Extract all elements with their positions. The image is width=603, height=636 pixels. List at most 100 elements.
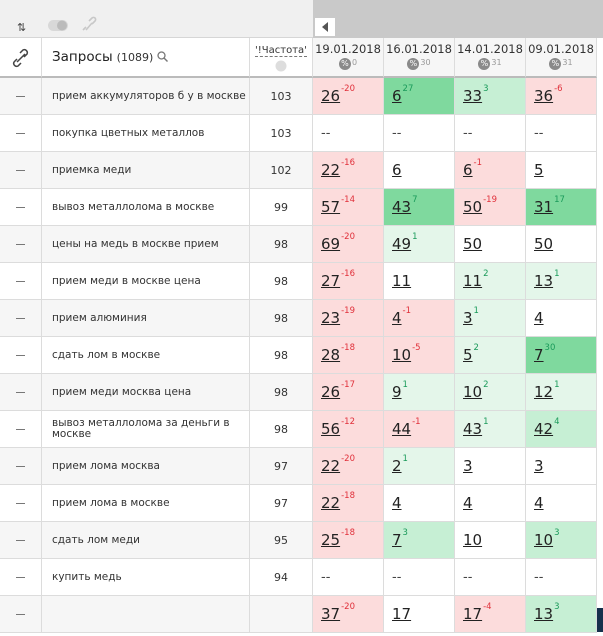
position-cell: -- <box>455 559 526 596</box>
position-cell: 6 27 <box>384 78 455 115</box>
row-dash-cell <box>0 300 42 337</box>
frequency: 98 <box>250 300 313 337</box>
date-header[interactable]: 19.01.2018% 0 <box>313 38 384 78</box>
position[interactable]: 7 <box>392 531 402 549</box>
position[interactable]: 36 <box>534 87 554 105</box>
position[interactable]: 44 <box>392 420 412 438</box>
position-cell: 10 2 <box>455 374 526 411</box>
position[interactable]: 50 <box>463 235 483 253</box>
position[interactable]: 6 <box>392 161 402 179</box>
position[interactable]: 43 <box>392 198 412 216</box>
link-column-header <box>0 38 42 78</box>
row-dash-cell <box>0 596 42 633</box>
scroll-left-button[interactable] <box>315 18 335 36</box>
position[interactable]: 10 <box>463 383 483 401</box>
position[interactable]: 69 <box>321 235 341 253</box>
position[interactable]: 10 <box>534 531 554 549</box>
position[interactable]: 25 <box>321 531 341 549</box>
toolbar-right <box>313 0 603 38</box>
row-dash-cell <box>0 337 42 374</box>
position-cell: 42 4 <box>526 411 597 448</box>
row-dash <box>16 169 25 171</box>
no-position: -- <box>463 125 473 141</box>
position-cell: 13 3 <box>526 596 597 633</box>
position[interactable]: 3 <box>463 457 473 475</box>
position[interactable]: 17 <box>392 605 412 623</box>
position[interactable]: 31 <box>534 198 554 216</box>
query-header[interactable]: Запросы (1089) <box>42 38 250 78</box>
date-header[interactable]: 16.01.2018% 30 <box>384 38 455 78</box>
date: 09.01.2018 <box>528 42 594 56</box>
position[interactable]: 27 <box>321 272 341 290</box>
position[interactable]: 23 <box>321 309 341 327</box>
position[interactable]: 17 <box>463 605 483 623</box>
position-change: 3 <box>554 528 560 538</box>
position[interactable]: 3 <box>534 457 544 475</box>
position[interactable]: 11 <box>463 272 483 290</box>
position[interactable]: 4 <box>534 494 544 512</box>
query: прием аккумуляторов б у в москве <box>42 78 250 115</box>
position[interactable]: 5 <box>463 346 473 364</box>
position[interactable]: 13 <box>534 272 554 290</box>
position[interactable]: 2 <box>392 457 402 475</box>
position[interactable]: 50 <box>534 235 554 253</box>
link-icon[interactable] <box>82 16 97 31</box>
position[interactable]: 4 <box>392 309 402 327</box>
position[interactable]: 28 <box>321 346 341 364</box>
position[interactable]: 6 <box>463 161 473 179</box>
position-cell: 27 -16 <box>313 263 384 300</box>
date-header[interactable]: 14.01.2018% 31 <box>455 38 526 78</box>
position-change: -14 <box>341 195 355 205</box>
position[interactable]: 4 <box>463 494 473 512</box>
query: прием лома в москве <box>42 485 250 522</box>
position[interactable]: 26 <box>321 383 341 401</box>
date-header[interactable]: 09.01.2018% 31 <box>526 38 597 78</box>
position[interactable]: 4 <box>534 309 544 327</box>
position[interactable]: 7 <box>534 346 544 364</box>
query: цены на медь в москве прием <box>42 226 250 263</box>
sort-icon[interactable]: ⇅ <box>17 21 26 34</box>
position[interactable]: 12 <box>534 383 554 401</box>
position-change: 1 <box>402 380 408 390</box>
row-dash-cell <box>0 485 42 522</box>
position[interactable]: 49 <box>392 235 412 253</box>
position[interactable]: 50 <box>463 198 483 216</box>
date-count: 31 <box>562 58 573 67</box>
position[interactable]: 4 <box>392 494 402 512</box>
position[interactable]: 26 <box>321 87 341 105</box>
frequency: 95 <box>250 522 313 559</box>
position[interactable]: 10 <box>463 531 483 549</box>
position[interactable]: 42 <box>534 420 554 438</box>
position[interactable]: 57 <box>321 198 341 216</box>
position-cell: 11 <box>384 263 455 300</box>
position-change: -20 <box>341 454 355 464</box>
position[interactable]: 13 <box>534 605 554 623</box>
position[interactable]: 11 <box>392 272 412 290</box>
no-position: -- <box>392 569 402 585</box>
row-dash <box>16 206 25 208</box>
position[interactable]: 33 <box>463 87 483 105</box>
position-cell: 4 -1 <box>384 300 455 337</box>
date-stats: % 0 <box>313 58 383 70</box>
position[interactable]: 56 <box>321 420 341 438</box>
row-dash <box>16 280 25 282</box>
position[interactable]: 22 <box>321 161 341 179</box>
position[interactable]: 37 <box>321 605 341 623</box>
position[interactable]: 22 <box>321 457 341 475</box>
position-cell: -- <box>384 115 455 152</box>
query: сдать лом в москве <box>42 337 250 374</box>
frequency-header[interactable]: '!Частота' <box>250 38 313 78</box>
position[interactable]: 3 <box>463 309 473 327</box>
position-cell: 22 -20 <box>313 448 384 485</box>
position[interactable]: 5 <box>534 161 544 179</box>
position-cell: 10 <box>455 522 526 559</box>
position-cell: -- <box>384 559 455 596</box>
position[interactable]: 22 <box>321 494 341 512</box>
query: купить медь <box>42 559 250 596</box>
position[interactable]: 10 <box>392 346 412 364</box>
position[interactable]: 9 <box>392 383 402 401</box>
position-cell: 49 1 <box>384 226 455 263</box>
position[interactable]: 6 <box>392 87 402 105</box>
position[interactable]: 43 <box>463 420 483 438</box>
row-dash-cell <box>0 411 42 448</box>
